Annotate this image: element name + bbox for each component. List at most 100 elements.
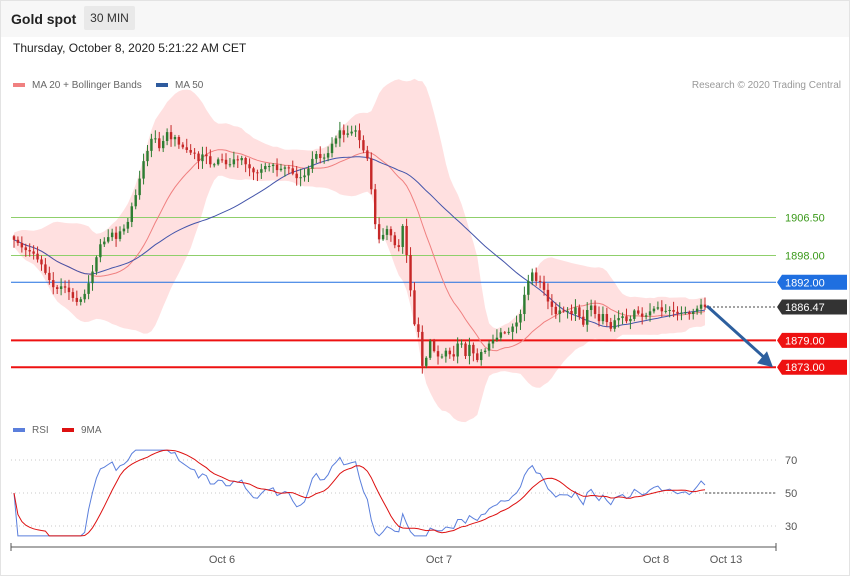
x-tick-label: Oct 8 bbox=[643, 554, 669, 566]
candle bbox=[40, 259, 43, 265]
candle bbox=[91, 271, 94, 284]
candle bbox=[346, 133, 349, 135]
candle bbox=[393, 235, 397, 246]
forecast-arrow-shaft bbox=[706, 305, 767, 360]
ma50-swatch bbox=[156, 83, 168, 88]
candle bbox=[228, 164, 232, 166]
candle bbox=[213, 164, 216, 166]
candle bbox=[232, 159, 236, 165]
resistance-label: 1898.00 bbox=[785, 250, 825, 262]
candle bbox=[585, 309, 589, 325]
level-tag bbox=[777, 332, 847, 348]
rsi-swatch bbox=[13, 428, 25, 433]
candle bbox=[338, 130, 342, 139]
candle bbox=[609, 322, 612, 329]
candle bbox=[684, 312, 687, 314]
candle bbox=[425, 357, 428, 366]
candle bbox=[692, 311, 695, 315]
candle bbox=[165, 132, 169, 142]
candle bbox=[527, 280, 530, 295]
candle bbox=[275, 164, 279, 171]
candle bbox=[55, 287, 59, 289]
level-tag bbox=[777, 299, 847, 315]
candle bbox=[637, 310, 640, 314]
candle bbox=[578, 307, 581, 317]
candle bbox=[107, 237, 110, 242]
candle bbox=[523, 294, 526, 315]
candle bbox=[224, 159, 228, 165]
candle bbox=[279, 168, 283, 171]
candle bbox=[36, 253, 39, 260]
candles bbox=[12, 121, 707, 374]
candle bbox=[625, 316, 628, 322]
candle bbox=[444, 350, 448, 357]
legend-9ma-label: 9MA bbox=[81, 425, 102, 436]
candle bbox=[322, 157, 326, 159]
ma50-line bbox=[13, 156, 706, 328]
candle bbox=[440, 356, 444, 358]
candle bbox=[103, 241, 106, 245]
level-tags: 1906.50 1898.00 1892.00 1886.47 1879.00 1873.… bbox=[777, 212, 847, 375]
candle bbox=[377, 224, 381, 240]
candle bbox=[531, 272, 534, 281]
candle bbox=[593, 305, 597, 315]
level-tag bbox=[777, 359, 847, 375]
bollinger-bands bbox=[14, 78, 705, 423]
forecast-arrow bbox=[706, 305, 773, 368]
candle bbox=[311, 158, 314, 169]
forecast-arrow-head bbox=[757, 351, 773, 368]
candle bbox=[644, 315, 648, 317]
legend-ma20: MA 20 + Bollinger Bands bbox=[13, 80, 142, 91]
candle bbox=[99, 244, 102, 258]
candle bbox=[334, 138, 338, 144]
candle bbox=[483, 350, 487, 353]
candle bbox=[491, 339, 495, 344]
candle bbox=[134, 195, 137, 207]
top-bar bbox=[1, 1, 849, 37]
level-tag bbox=[777, 274, 847, 290]
candle bbox=[48, 272, 51, 281]
candle bbox=[699, 304, 703, 309]
candle bbox=[664, 310, 667, 312]
candle bbox=[468, 344, 471, 357]
candle bbox=[342, 130, 346, 135]
candle bbox=[566, 310, 569, 312]
candle bbox=[621, 316, 624, 319]
candle bbox=[236, 159, 240, 161]
candle bbox=[640, 313, 644, 317]
candle bbox=[401, 225, 404, 247]
candle bbox=[63, 286, 67, 288]
candle bbox=[617, 318, 620, 321]
candle bbox=[511, 326, 514, 332]
candle bbox=[252, 168, 255, 173]
candle bbox=[126, 221, 130, 229]
candle bbox=[201, 154, 204, 162]
candle bbox=[260, 169, 263, 173]
price-levels bbox=[11, 216, 776, 369]
level-tag-label: 1886.47 bbox=[785, 302, 825, 314]
candle bbox=[303, 175, 306, 178]
candle bbox=[271, 164, 275, 167]
candle bbox=[452, 354, 455, 357]
candle bbox=[554, 306, 558, 315]
candle bbox=[432, 340, 436, 352]
candle bbox=[589, 305, 593, 310]
candle bbox=[558, 310, 561, 315]
candle bbox=[703, 304, 707, 307]
candle bbox=[613, 320, 616, 329]
candle bbox=[114, 232, 118, 239]
candle bbox=[370, 158, 373, 190]
candle bbox=[118, 231, 122, 239]
candle bbox=[295, 173, 298, 179]
resistance-label: 1906.50 bbox=[785, 212, 825, 224]
candle bbox=[534, 272, 538, 281]
legend-rsi: RSI bbox=[13, 425, 49, 436]
candle bbox=[366, 150, 369, 159]
candle bbox=[389, 229, 393, 236]
candle bbox=[283, 167, 287, 169]
candle bbox=[460, 343, 463, 345]
candle bbox=[185, 147, 188, 150]
timeframe-button[interactable]: 30 MIN bbox=[84, 6, 135, 30]
candle bbox=[499, 332, 503, 338]
